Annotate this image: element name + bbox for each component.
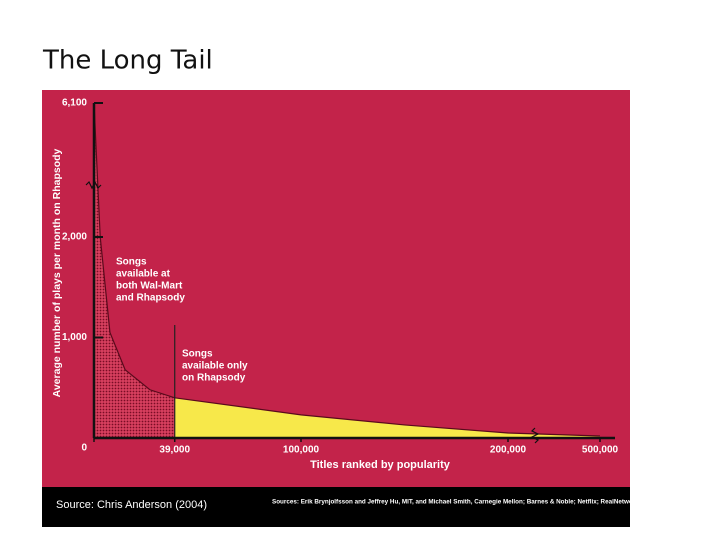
- annotation: on Rhapsody: [182, 373, 246, 384]
- footer-strip: [42, 487, 630, 527]
- x-axis-label: Titles ranked by popularity: [310, 459, 451, 471]
- annotation: both Wal-Mart: [116, 281, 183, 292]
- x-tick-label: 39,000: [159, 445, 190, 456]
- annotation: and Rhapsody: [116, 293, 185, 304]
- x-tick-label: 500,000: [582, 445, 619, 456]
- annotation: Songs: [116, 257, 147, 268]
- chart-background: [42, 90, 630, 527]
- slide-title: The Long Tail: [42, 46, 213, 76]
- y-axis-break: [85, 180, 102, 190]
- y-tick-label: 0: [81, 443, 87, 454]
- annotation: available only: [182, 361, 248, 372]
- curve: [93, 102, 601, 437]
- x-tick-label: 200,000: [490, 445, 527, 456]
- x-axis-break: [530, 427, 540, 444]
- y-tick-label: 6,100: [62, 98, 87, 109]
- annotation: Songs: [182, 349, 213, 360]
- y-axis-label: Average number of plays per month on Rha…: [51, 148, 63, 397]
- head-area: [94, 103, 175, 438]
- source: Source: Chris Anderson (2004): [56, 499, 207, 511]
- y-tick-label: 2,000: [62, 232, 87, 243]
- credits: Sources: Erik Brynjolfsson and Jeffrey H…: [272, 499, 643, 506]
- annotation: available at: [116, 269, 171, 280]
- x-tick-label: 100,000: [283, 445, 320, 456]
- plot: 0 1,000 2,000 6,100 39,000 100,000 200,000 500,…: [51, 98, 619, 471]
- tail-area: [174, 397, 601, 438]
- y-tick-label: 1,000: [62, 332, 87, 343]
